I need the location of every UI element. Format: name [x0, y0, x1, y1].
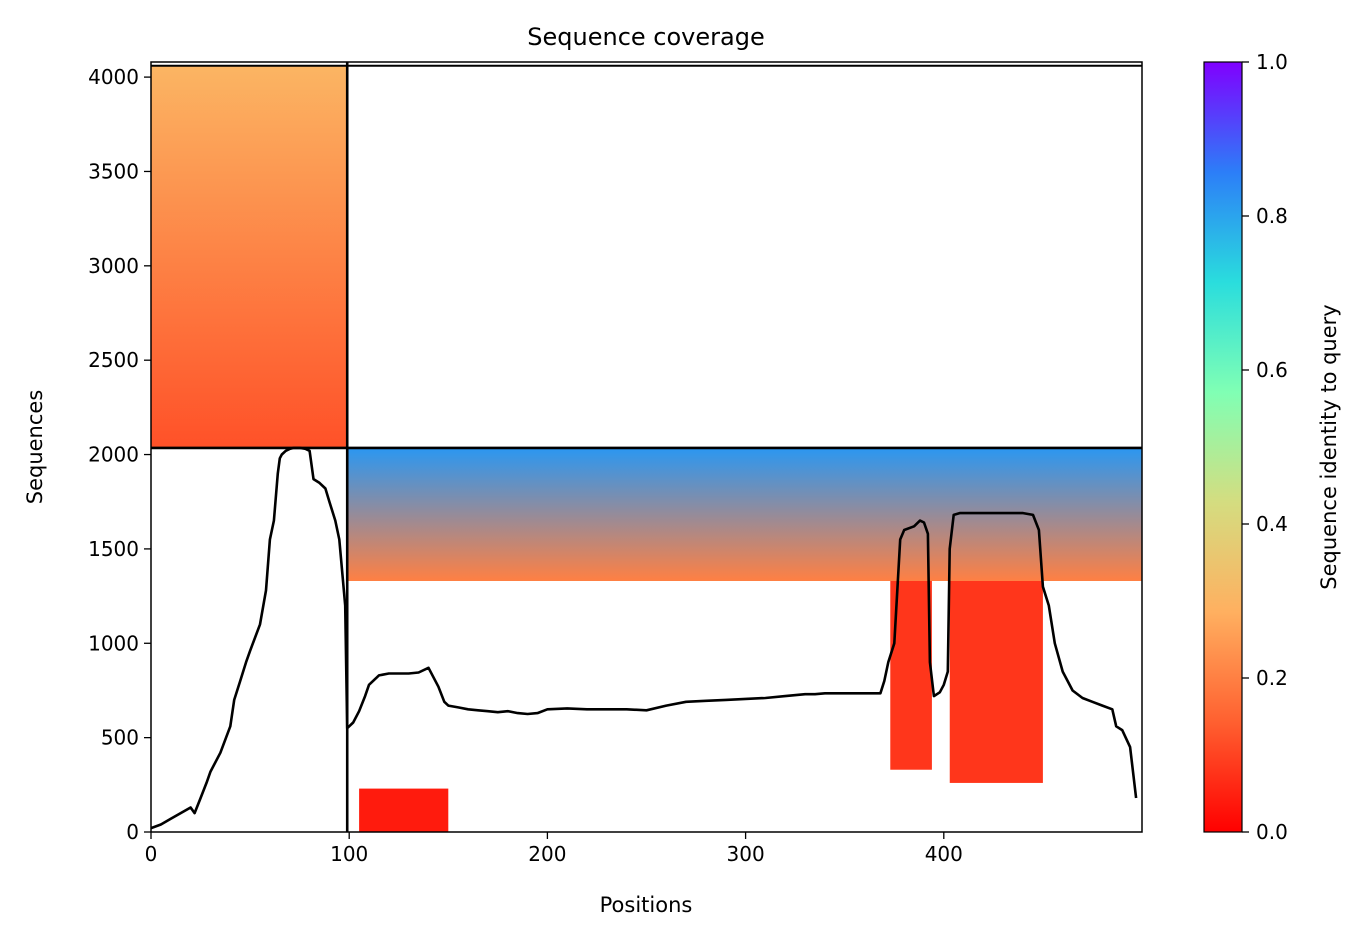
colorbar-tick-label: 0.2: [1256, 666, 1288, 690]
colorbar-ticks: 0.0 0.2 0.4 0.6 0.8 1.0: [1242, 50, 1288, 844]
x-axis: 0 100 200 300 400: [145, 832, 963, 866]
x-axis-label: Positions: [600, 893, 693, 917]
y-tick-label: 4000: [88, 65, 139, 89]
x-tick-label: 300: [727, 842, 765, 866]
y-tick-label: 2500: [88, 348, 139, 372]
coverage-line: [151, 446, 1138, 830]
y-axis: 0 500 1000 1500 2000 2500 3000 3500 4000: [88, 65, 151, 844]
coverage-lines: [151, 62, 1142, 832]
colorbar: [1203, 61, 1243, 833]
chart-title: Sequence coverage: [527, 23, 764, 51]
colorbar-tick-label: 0.4: [1256, 512, 1288, 536]
y-tick-label: 3000: [88, 254, 139, 278]
colorbar-tick-label: 1.0: [1256, 50, 1288, 74]
y-tick-label: 1500: [88, 537, 139, 561]
x-tick-label: 400: [925, 842, 963, 866]
msa-block: [359, 788, 449, 832]
y-tick-label: 0: [126, 820, 139, 844]
x-tick-label: 200: [528, 842, 566, 866]
plot-frame: [150, 61, 1143, 833]
msa-block: [949, 580, 1043, 783]
colorbar-tick-label: 0.6: [1256, 358, 1288, 382]
msa-block: [347, 447, 1142, 581]
colorbar-tick-label: 0.8: [1256, 204, 1288, 228]
colorbar-tick-label: 0.0: [1256, 820, 1288, 844]
x-tick-label: 0: [145, 842, 158, 866]
y-axis-label: Sequences: [23, 390, 47, 505]
x-tick-label: 100: [330, 842, 368, 866]
y-tick-label: 3500: [88, 159, 139, 183]
y-tick-label: 1000: [88, 631, 139, 655]
colorbar-label: Sequence identity to query: [1317, 304, 1341, 589]
msa-blocks: [151, 65, 1142, 832]
msa-block: [151, 65, 348, 448]
y-tick-label: 500: [101, 726, 139, 750]
y-tick-label: 2000: [88, 443, 139, 467]
